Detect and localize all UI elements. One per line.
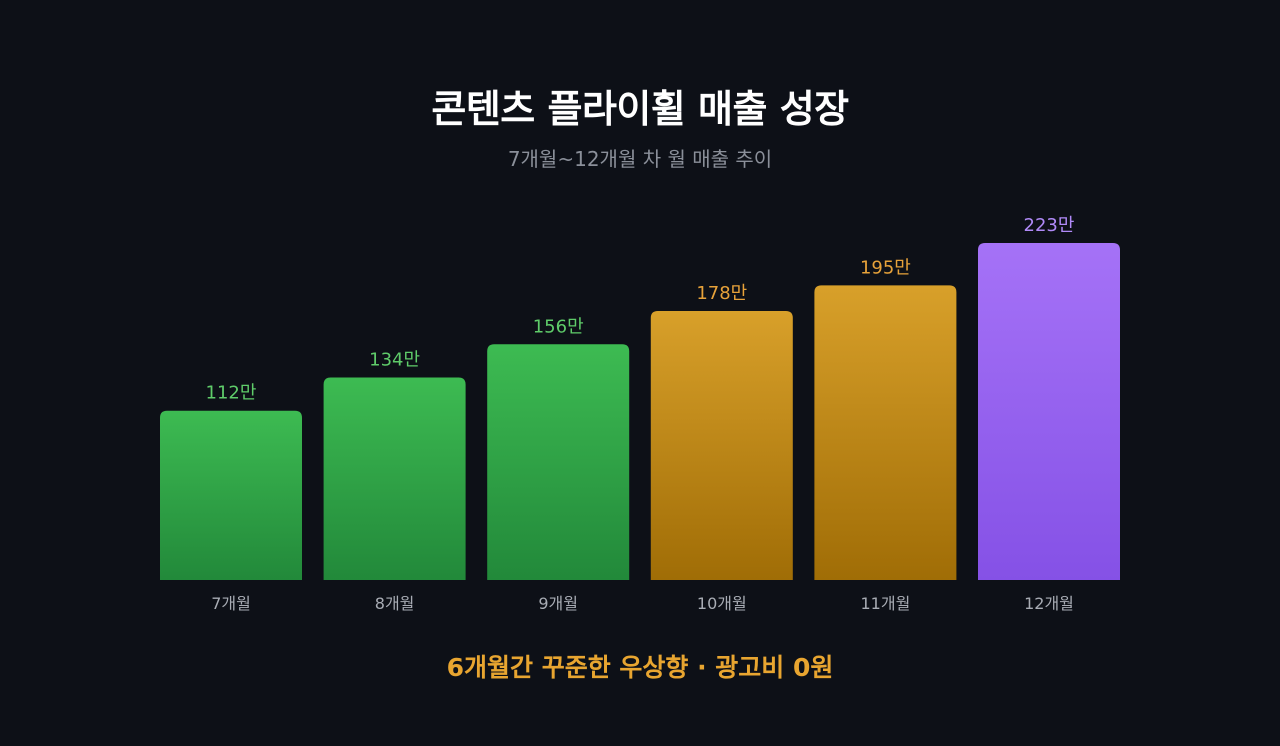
bar-9개월 xyxy=(487,344,630,580)
bar-value-label: 134만 xyxy=(369,349,420,370)
bar-10개월 xyxy=(650,311,793,580)
bar-7개월 xyxy=(160,410,302,580)
bar-value-label: 223만 xyxy=(1024,215,1075,236)
chart-title: 콘텐츠 플라이휠 매출 성장 xyxy=(431,87,849,131)
x-tick-label: 11개월 xyxy=(860,594,910,613)
bar-8개월 xyxy=(323,377,466,580)
bar-value-label: 195만 xyxy=(860,257,911,278)
bar-value-label: 112만 xyxy=(206,383,257,404)
chart-subtitle: 7개월~12개월 차 월 매출 추이 xyxy=(507,147,773,171)
x-tick-label: 12개월 xyxy=(1024,594,1074,613)
x-tick-label: 10개월 xyxy=(697,594,747,613)
x-tick-label: 8개월 xyxy=(375,594,415,613)
bar-11개월 xyxy=(814,285,957,580)
x-tick-label: 7개월 xyxy=(211,594,251,613)
x-tick-label: 9개월 xyxy=(538,594,578,613)
bar-value-label: 178만 xyxy=(696,283,747,304)
bar-value-label: 156만 xyxy=(533,316,584,337)
bar-12개월 xyxy=(978,243,1120,580)
chart-footer-note: 6개월간 꾸준한 우상향 · 광고비 0원 xyxy=(446,653,834,682)
